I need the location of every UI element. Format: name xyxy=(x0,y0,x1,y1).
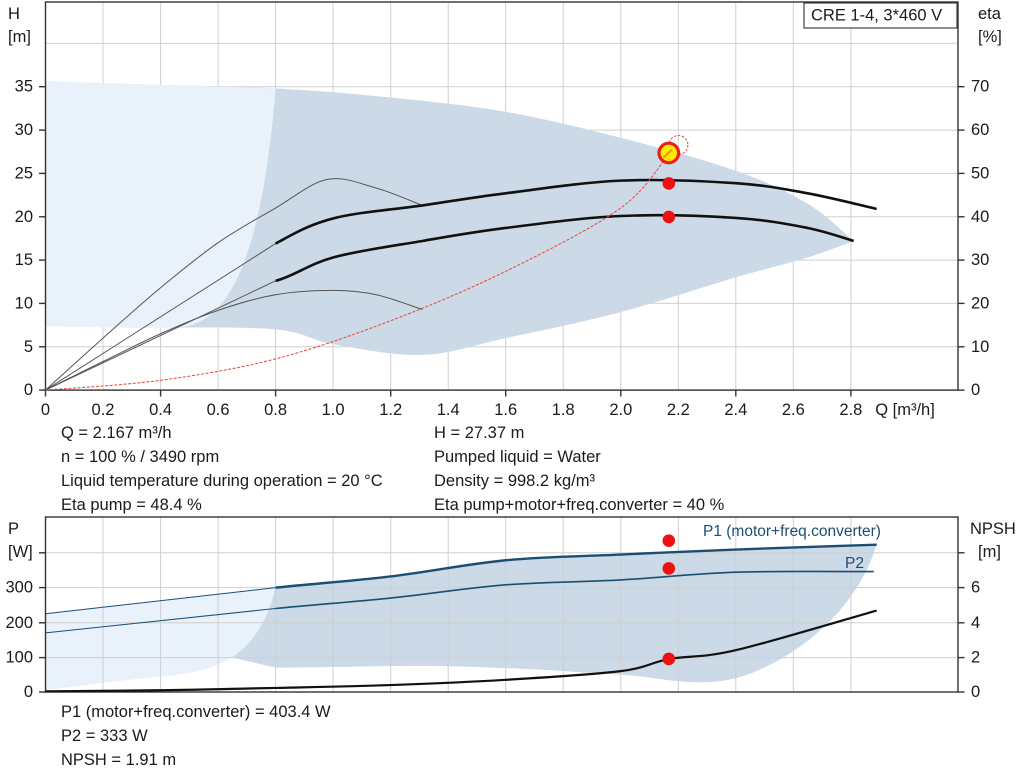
svg-text:1.2: 1.2 xyxy=(379,401,402,419)
svg-text:eta: eta xyxy=(978,5,1002,23)
svg-text:0.6: 0.6 xyxy=(207,401,230,419)
svg-text:0.2: 0.2 xyxy=(92,401,115,419)
svg-text:0: 0 xyxy=(41,401,50,419)
svg-text:25: 25 xyxy=(15,164,33,182)
svg-text:30: 30 xyxy=(971,251,989,269)
svg-text:2.8: 2.8 xyxy=(839,401,862,419)
svg-text:1.6: 1.6 xyxy=(494,401,517,419)
svg-text:200: 200 xyxy=(5,614,33,632)
svg-text:0.8: 0.8 xyxy=(264,401,287,419)
svg-text:P: P xyxy=(8,520,19,538)
svg-text:15: 15 xyxy=(15,251,33,269)
svg-text:10: 10 xyxy=(15,294,33,312)
svg-text:[%]: [%] xyxy=(978,28,1002,46)
svg-text:[m]: [m] xyxy=(978,543,1001,561)
svg-text:0: 0 xyxy=(971,381,980,399)
svg-text:H: H xyxy=(8,5,20,23)
svg-text:10: 10 xyxy=(971,338,989,356)
svg-text:0: 0 xyxy=(971,683,980,701)
svg-text:1.8: 1.8 xyxy=(552,401,575,419)
svg-text:20: 20 xyxy=(971,294,989,312)
svg-text:Eta pump+motor+freq.converter: Eta pump+motor+freq.converter = 40 % xyxy=(434,496,725,514)
svg-text:Q = 2.167 m³/h: Q = 2.167 m³/h xyxy=(61,424,172,442)
svg-text:Q [m³/h]: Q [m³/h] xyxy=(875,401,935,419)
svg-text:Liquid temperature during oper: Liquid temperature during operation = 20… xyxy=(61,472,383,490)
svg-text:0: 0 xyxy=(24,683,33,701)
svg-text:20: 20 xyxy=(15,208,33,226)
svg-text:Pumped liquid = Water: Pumped liquid = Water xyxy=(434,448,601,466)
svg-text:30: 30 xyxy=(15,121,33,139)
svg-text:5: 5 xyxy=(24,338,33,356)
svg-text:NPSH = 1.91 m: NPSH = 1.91 m xyxy=(61,751,176,769)
svg-text:P2 = 333 W: P2 = 333 W xyxy=(61,727,148,745)
svg-text:70: 70 xyxy=(971,78,989,96)
svg-text:2.0: 2.0 xyxy=(609,401,632,419)
svg-text:4: 4 xyxy=(971,614,980,632)
svg-text:35: 35 xyxy=(15,78,33,96)
svg-text:6: 6 xyxy=(971,579,980,597)
svg-text:0: 0 xyxy=(24,381,33,399)
svg-text:300: 300 xyxy=(5,579,33,597)
svg-text:n = 100 % / 3490 rpm: n = 100 % / 3490 rpm xyxy=(61,448,219,466)
svg-text:100: 100 xyxy=(5,649,33,667)
svg-text:2.6: 2.6 xyxy=(782,401,805,419)
svg-text:NPSH: NPSH xyxy=(970,520,1016,538)
svg-text:2: 2 xyxy=(971,649,980,667)
svg-text:P2: P2 xyxy=(845,555,864,572)
svg-text:1.4: 1.4 xyxy=(437,401,460,419)
svg-text:P1 (motor+freq.converter): P1 (motor+freq.converter) xyxy=(703,523,881,540)
svg-text:50: 50 xyxy=(971,164,989,182)
svg-text:[W]: [W] xyxy=(8,543,33,561)
svg-text:1.0: 1.0 xyxy=(322,401,345,419)
svg-text:40: 40 xyxy=(971,208,989,226)
svg-text:CRE 1-4, 3*460 V: CRE 1-4, 3*460 V xyxy=(811,7,942,25)
svg-text:2.4: 2.4 xyxy=(724,401,747,419)
svg-text:H = 27.37 m: H = 27.37 m xyxy=(434,424,524,442)
svg-text:2.2: 2.2 xyxy=(667,401,690,419)
svg-text:Density = 998.2 kg/m³: Density = 998.2 kg/m³ xyxy=(434,472,595,490)
svg-text:60: 60 xyxy=(971,121,989,139)
svg-text:[m]: [m] xyxy=(8,28,31,46)
svg-text:P1 (motor+freq.converter) = 40: P1 (motor+freq.converter) = 403.4 W xyxy=(61,703,331,721)
svg-text:0.4: 0.4 xyxy=(149,401,172,419)
svg-text:Eta pump = 48.4 %: Eta pump = 48.4 % xyxy=(61,496,202,514)
